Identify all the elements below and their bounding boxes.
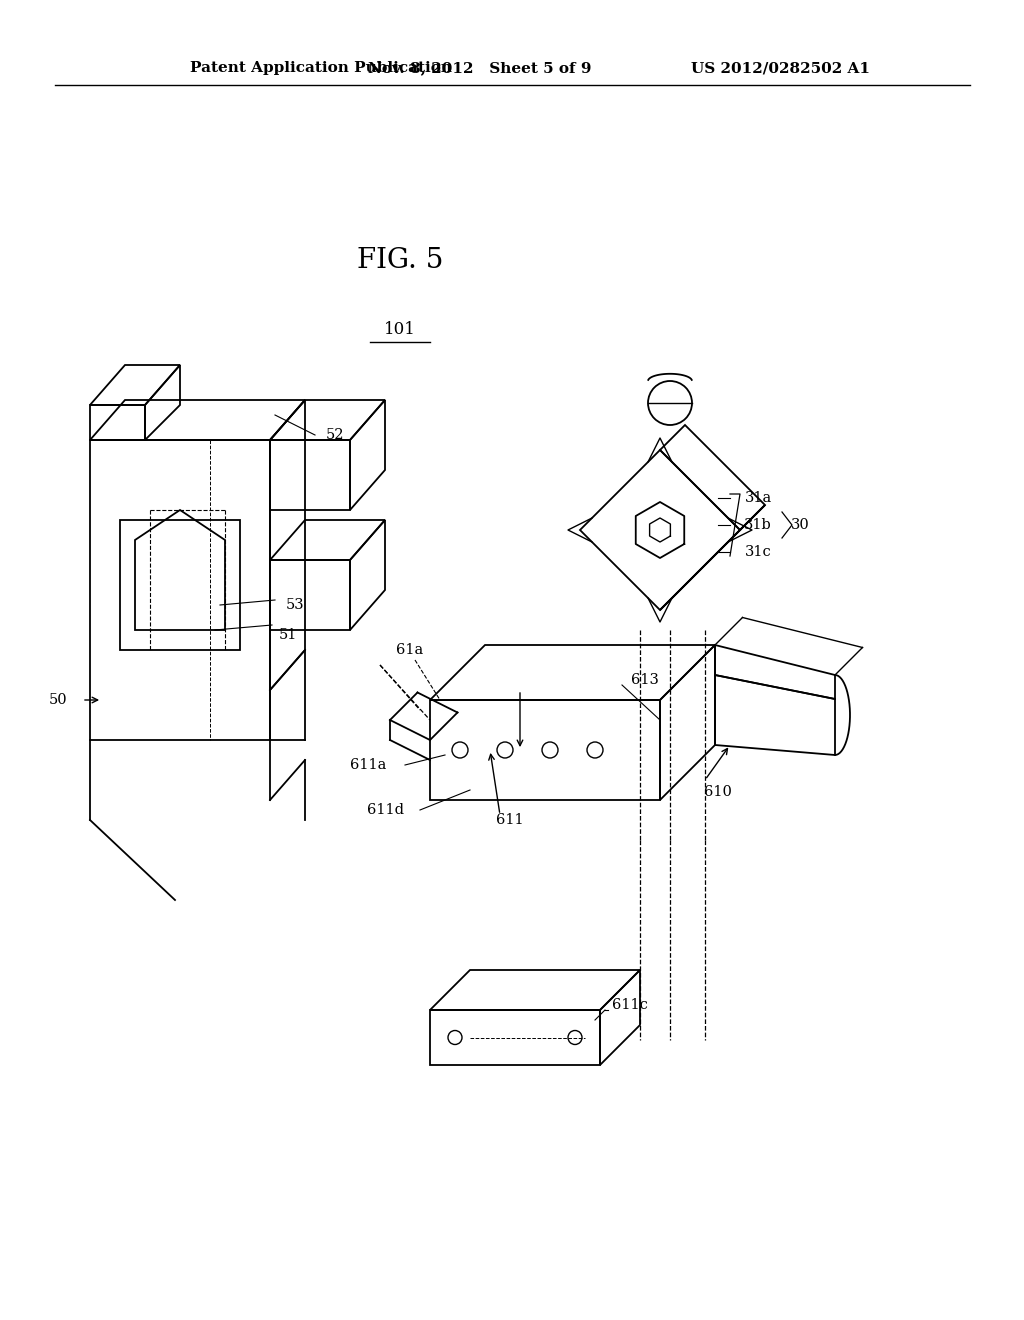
Text: 610: 610 [705,785,732,799]
Text: 31c: 31c [744,545,771,558]
Text: 611a: 611a [350,758,386,772]
Text: 31a: 31a [744,491,772,506]
Text: 51: 51 [279,628,297,642]
Text: Nov. 8, 2012   Sheet 5 of 9: Nov. 8, 2012 Sheet 5 of 9 [369,61,592,75]
Text: 53: 53 [286,598,304,612]
Text: Patent Application Publication: Patent Application Publication [190,61,452,75]
Text: 101: 101 [384,322,416,338]
Text: FIG. 5: FIG. 5 [356,247,443,273]
Text: 613: 613 [631,673,658,686]
Text: 611c: 611c [612,998,648,1012]
Text: 50: 50 [49,693,68,708]
Text: 611d: 611d [367,803,403,817]
Text: 30: 30 [791,517,809,532]
Text: 52: 52 [326,428,344,442]
Text: 31b: 31b [744,517,772,532]
Text: 61a: 61a [396,643,424,657]
Text: US 2012/0282502 A1: US 2012/0282502 A1 [691,61,870,75]
Text: 611: 611 [497,813,524,828]
